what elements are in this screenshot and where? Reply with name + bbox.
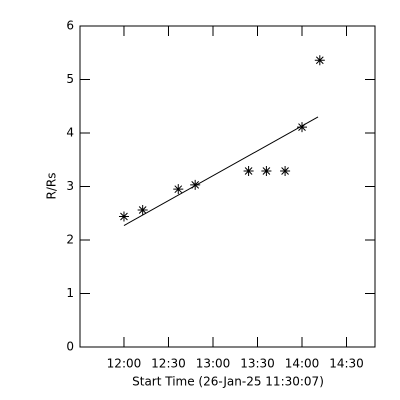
asterisk-point xyxy=(118,211,129,222)
y-tick-label: 5 xyxy=(66,72,74,86)
y-tick-label: 3 xyxy=(66,179,74,193)
y-axis-label: R/Rs xyxy=(45,173,59,200)
asterisk-point xyxy=(137,205,148,216)
asterisk-point xyxy=(314,55,325,66)
asterisk-point xyxy=(261,165,272,176)
x-tick-label: 14:00 xyxy=(285,357,320,371)
y-tick-label: 1 xyxy=(66,286,74,300)
y-tick-label: 0 xyxy=(66,340,74,354)
y-tick-label: 4 xyxy=(66,126,74,140)
x-tick-label: 12:00 xyxy=(107,357,142,371)
x-tick-label: 13:30 xyxy=(240,357,275,371)
asterisk-point xyxy=(190,179,201,190)
y-tick-label: 2 xyxy=(66,233,74,247)
asterisk-point xyxy=(243,165,254,176)
plot-frame xyxy=(79,25,376,348)
asterisk-point xyxy=(297,122,308,133)
fit-line xyxy=(123,116,319,226)
x-tick-label: 14:30 xyxy=(329,357,364,371)
x-tick-label: 12:30 xyxy=(151,357,186,371)
asterisk-point xyxy=(280,165,291,176)
y-tick-label: 6 xyxy=(66,19,74,33)
asterisk-point xyxy=(173,184,184,195)
x-axis-label: Start Time (26-Jan-25 11:30:07) xyxy=(132,375,324,389)
x-tick-label: 13:00 xyxy=(196,357,231,371)
